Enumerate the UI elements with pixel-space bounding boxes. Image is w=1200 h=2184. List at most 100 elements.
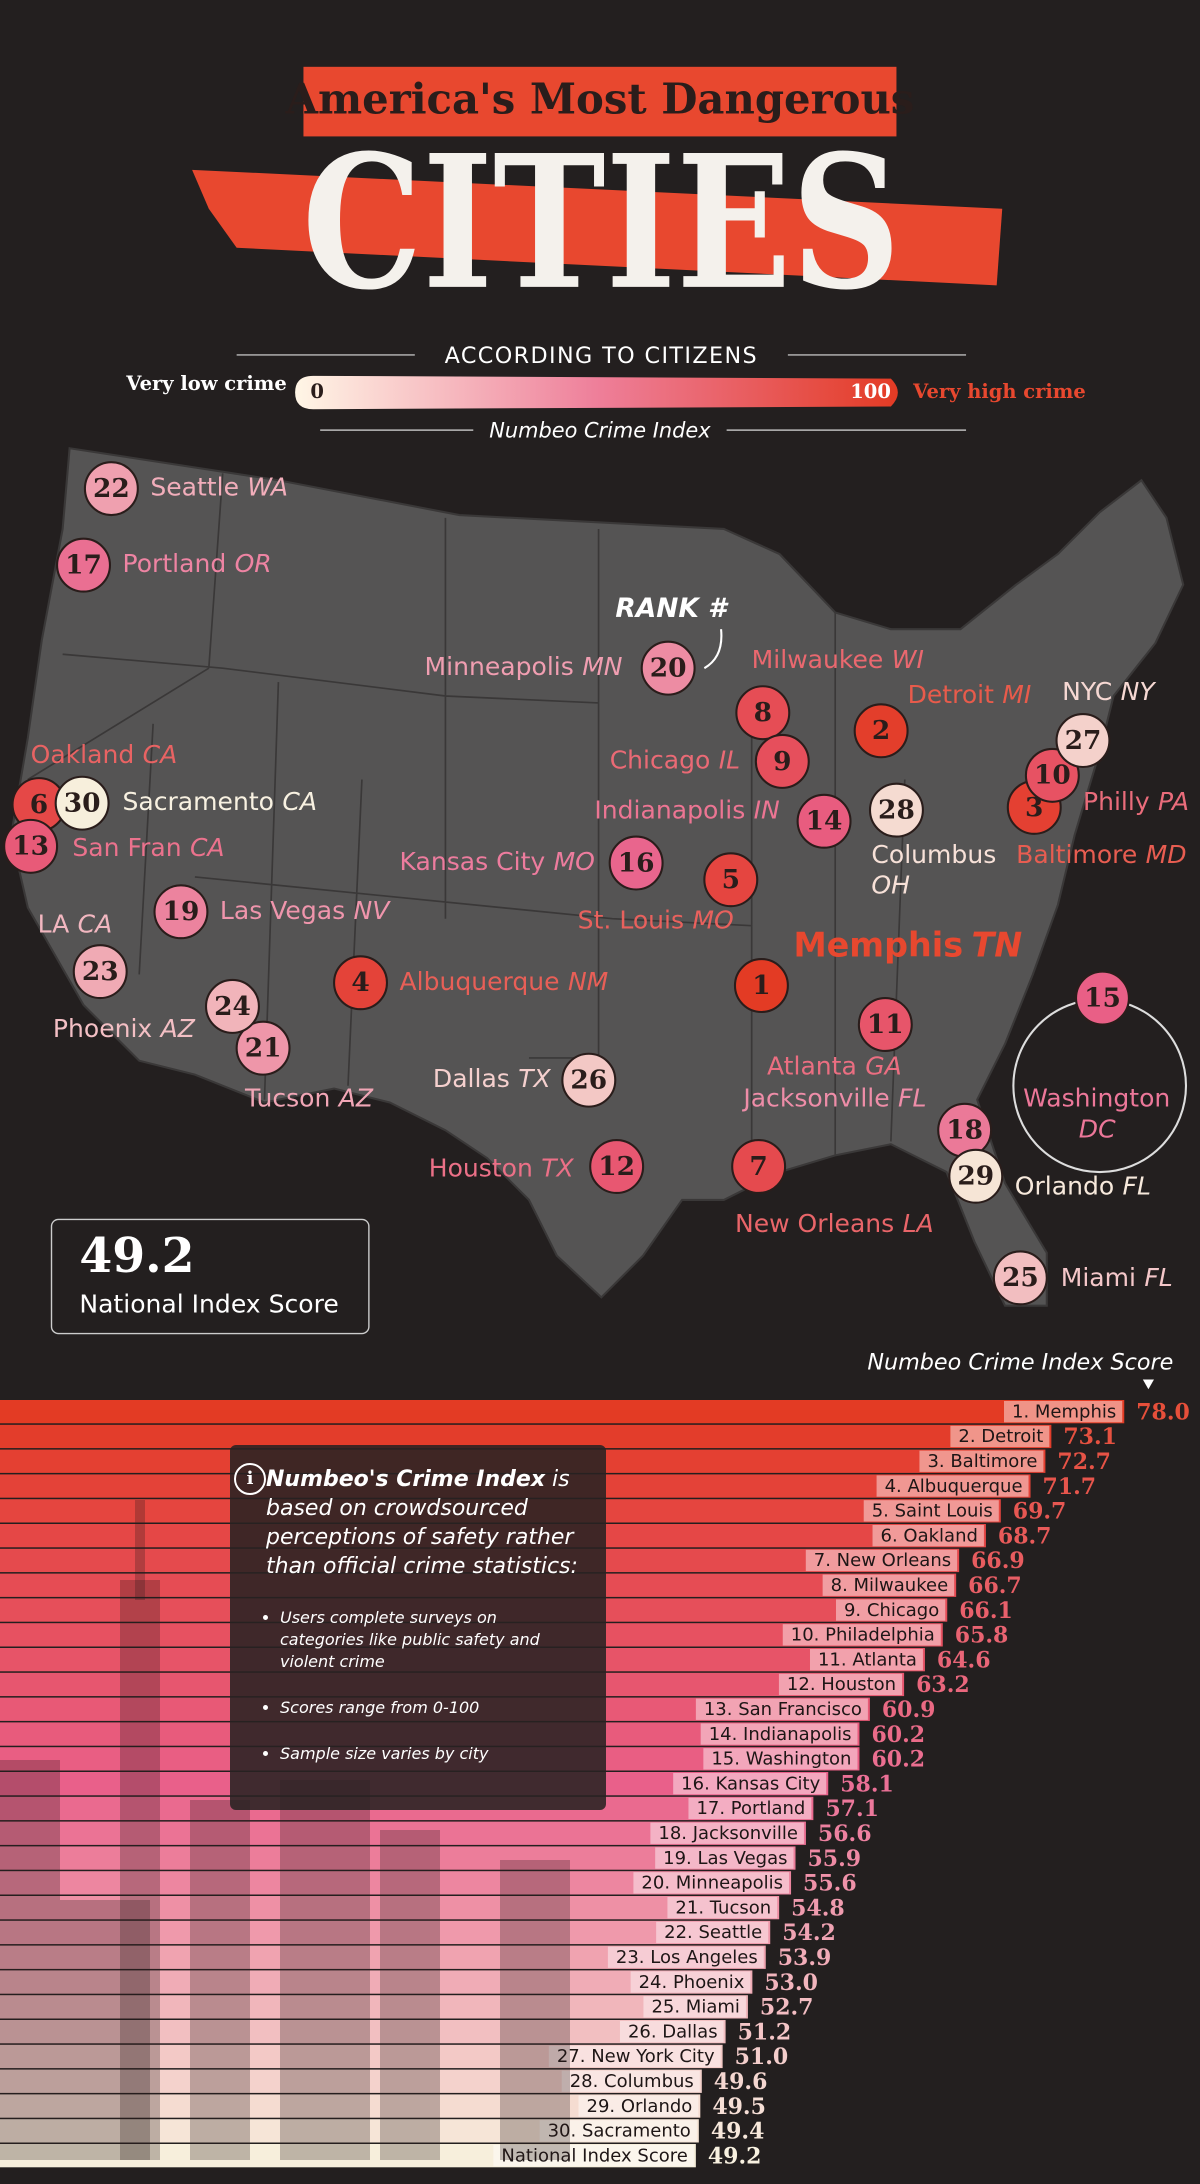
national-score: 49.2 — [79, 1229, 194, 1284]
rank-number: 5 — [722, 864, 740, 895]
rank-number: 28 — [878, 795, 915, 826]
city-label: Philly PA — [1083, 787, 1189, 816]
value-label: 72.7 — [1057, 1449, 1111, 1475]
rank-number: 20 — [650, 653, 687, 684]
national-box — [50, 1218, 370, 1335]
value-label: 73.1 — [1063, 1424, 1117, 1450]
rank-number: 13 — [12, 831, 49, 862]
rank-number: 23 — [82, 956, 119, 987]
bar — [0, 2044, 723, 2069]
label-bg — [493, 2145, 694, 2167]
city-state: NV — [354, 896, 392, 925]
legend-min: 0 — [310, 380, 324, 403]
brush-stroke — [192, 169, 1003, 286]
bar-label: 27. New York City — [557, 2046, 715, 2067]
city-label: Houston TX — [429, 1153, 575, 1182]
city-state: MO — [554, 847, 595, 876]
rank-marker — [754, 733, 810, 789]
bar-label: 22. Seattle — [664, 1922, 762, 1943]
label-bg — [822, 1574, 955, 1596]
bar-label: 1. Memphis — [1012, 1401, 1116, 1422]
city-label: Seattle WA — [150, 473, 288, 502]
value-label: 55.6 — [803, 1871, 857, 1897]
bar — [0, 1945, 766, 1969]
city-state: MI — [1002, 680, 1031, 709]
bar-label: 14. Indianapolis — [709, 1724, 852, 1745]
city-state: TN — [971, 925, 1022, 964]
city-state: AZ — [337, 1084, 374, 1113]
city-name: St. Louis — [578, 906, 684, 935]
legend-max: 100 — [850, 380, 891, 403]
legend-bar — [295, 375, 898, 410]
rank-number: 21 — [245, 1033, 282, 1064]
city-label: Indianapolis IN — [594, 796, 780, 825]
national-label: National Index Score — [79, 1290, 338, 1319]
rank-number: 12 — [598, 1151, 635, 1182]
city-state: TX — [541, 1153, 574, 1182]
bar-label: 20. Minneapolis — [641, 1873, 783, 1894]
state-lines — [27, 473, 906, 1184]
value-label: 53.9 — [778, 1945, 832, 1971]
label-bg — [607, 1946, 764, 1968]
value-label: 78.0 — [1136, 1399, 1190, 1425]
city-label: St. Louis MO — [578, 906, 734, 935]
bar-label: 5. Saint Louis — [872, 1501, 993, 1522]
city-state: OH — [871, 871, 910, 900]
city-label: Atlanta GA — [767, 1052, 902, 1081]
bar-label: 3. Baltimore — [927, 1451, 1037, 1472]
rank-marker — [3, 818, 59, 874]
value-label: 64.6 — [937, 1647, 991, 1673]
city-label: Orlando FL — [1015, 1171, 1151, 1200]
city-state: CA — [78, 910, 113, 939]
city-label: NYC NY — [1062, 677, 1156, 706]
city-state: CA — [282, 787, 317, 816]
bar-label: 2. Detroit — [958, 1426, 1043, 1447]
bar — [0, 1920, 771, 1945]
city-state: MO — [692, 906, 733, 935]
bar — [0, 2069, 702, 2093]
city-name: Miami — [1061, 1263, 1136, 1292]
city-label: Miami FL — [1061, 1263, 1173, 1292]
info-title: Numbeo's Crime Index — [266, 1467, 546, 1492]
value-label: 51.0 — [735, 2044, 789, 2070]
rank-number: 11 — [867, 1009, 904, 1040]
bar — [0, 1846, 796, 1870]
rank-marker — [1055, 713, 1111, 769]
city-label: Baltimore MD — [1016, 840, 1186, 869]
city-state: AZ — [159, 1014, 196, 1043]
bar-label: 24. Phoenix — [639, 1972, 745, 1993]
bullet: Scores range from 0-100 — [280, 1697, 584, 1719]
city-label: Dallas TX — [433, 1064, 552, 1093]
label-bg — [778, 1673, 903, 1696]
label-bg — [539, 2120, 697, 2142]
cities: Memphis TN 1 Detroit MI 2 Baltimore MD 3 Albuquer… — [3, 461, 1189, 1306]
city-label: Portland OR — [122, 549, 271, 578]
city-name: Minneapolis — [425, 652, 574, 681]
city-state: TX — [518, 1064, 551, 1093]
skyline — [135, 1500, 145, 1600]
city-name: Albuquerque — [400, 967, 560, 996]
rank-number: 22 — [93, 473, 130, 504]
bar-label: 15. Washington — [711, 1749, 851, 1770]
bar — [0, 1896, 780, 1920]
rank-marker — [333, 955, 389, 1011]
bar — [0, 2094, 701, 2118]
value-label: 49.2 — [708, 2143, 762, 2169]
skyline — [190, 1800, 250, 2160]
city-name: Milwaukee — [752, 645, 884, 674]
city-name: Kansas City — [400, 847, 546, 876]
label-bg — [919, 1450, 1044, 1472]
value-label: 56.6 — [818, 1821, 872, 1847]
rank-marker — [703, 852, 759, 908]
title-box — [303, 66, 897, 137]
top-section: America's Most Dangerous CITIES ACCORDIN… — [3, 66, 1189, 1390]
city-label: Columbus OH — [871, 840, 996, 900]
city-name: NYC — [1062, 677, 1112, 706]
info-body: is based on crowdsourced perceptions of … — [266, 1467, 578, 1579]
value-label: 65.8 — [955, 1623, 1009, 1649]
info-icon: i — [234, 1463, 266, 1495]
city-name: Washington — [1023, 1084, 1170, 1113]
rank-marker — [235, 1020, 291, 1076]
bar — [0, 2020, 726, 2044]
bar-label: 21. Tucson — [675, 1897, 771, 1918]
